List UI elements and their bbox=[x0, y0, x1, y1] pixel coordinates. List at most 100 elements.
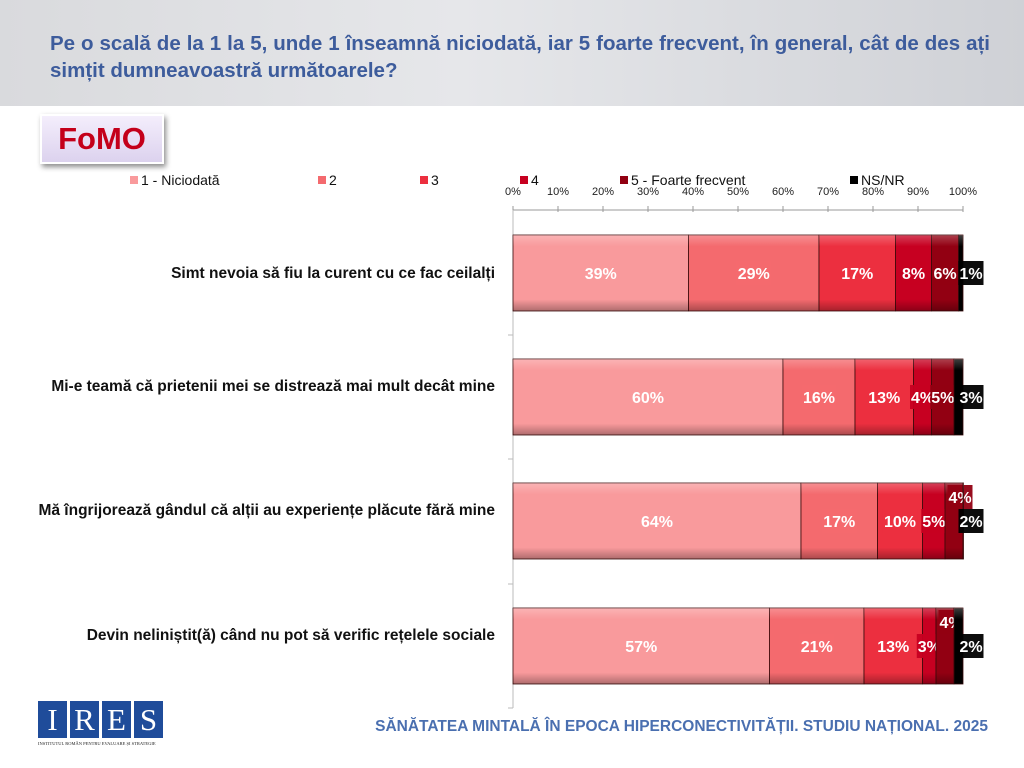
data-label-bg bbox=[947, 485, 973, 509]
x-tick-label: 50% bbox=[726, 186, 750, 198]
badge-label: FoMO bbox=[58, 121, 146, 156]
legend-swatch bbox=[850, 176, 858, 184]
bar-segment bbox=[953, 607, 964, 685]
x-tick-label: 10% bbox=[546, 186, 570, 198]
bar-segment bbox=[512, 234, 689, 312]
x-tick-label: 40% bbox=[681, 186, 705, 198]
bar-bevel bbox=[931, 235, 959, 311]
bar-bevel bbox=[855, 359, 914, 435]
bar-bevel bbox=[819, 235, 896, 311]
bar-bevel bbox=[513, 359, 783, 435]
legend-swatch bbox=[520, 176, 528, 184]
data-label-bg bbox=[882, 509, 918, 533]
bar-segment bbox=[769, 607, 865, 685]
bar-segment bbox=[863, 607, 923, 685]
bar-bevel bbox=[954, 608, 963, 684]
legend-label: 4 bbox=[531, 172, 539, 188]
bar-segment bbox=[895, 234, 932, 312]
data-label-bg bbox=[932, 261, 958, 285]
bar-bevel bbox=[513, 235, 689, 311]
data-label: 29% bbox=[738, 266, 770, 283]
bar-segment bbox=[512, 607, 770, 685]
data-label-bg bbox=[639, 509, 675, 533]
data-label-bg bbox=[930, 385, 956, 409]
header-band: Pe o scală de la 1 la 5, unde 1 înseamnă… bbox=[0, 0, 1024, 106]
category-label: Mi-e teamă că prietenii mei se distrează… bbox=[51, 378, 495, 395]
data-label-bg bbox=[875, 634, 911, 658]
bar-bevel bbox=[913, 359, 932, 435]
legend-item: NS/NR bbox=[850, 172, 905, 188]
data-label-bg bbox=[910, 385, 935, 409]
footer-title: SĂNĂTATEA MINTALĂ ÎN EPOCA HIPERCONECTIV… bbox=[375, 718, 988, 735]
bar-segment bbox=[800, 482, 878, 560]
data-label-bg bbox=[630, 385, 666, 409]
data-label: 3% bbox=[918, 639, 941, 656]
legend-swatch bbox=[620, 176, 628, 184]
legend-item: 2 bbox=[318, 172, 337, 188]
bar-segment bbox=[953, 358, 964, 436]
bar-segment bbox=[922, 482, 946, 560]
legend-label: 2 bbox=[329, 172, 337, 188]
bar-bevel bbox=[513, 608, 770, 684]
data-label: 16% bbox=[803, 390, 835, 407]
x-tick-label: 90% bbox=[906, 186, 930, 198]
x-tick-label: 70% bbox=[816, 186, 840, 198]
data-label: 1% bbox=[959, 266, 982, 283]
x-tick-label: 100% bbox=[948, 186, 978, 198]
legend-item: 1 - Niciodată bbox=[130, 172, 220, 188]
logo-letter: S bbox=[134, 701, 163, 738]
data-label: 4% bbox=[948, 490, 971, 507]
legend-swatch bbox=[420, 176, 428, 184]
bar-bevel bbox=[513, 483, 801, 559]
bar-bevel bbox=[688, 235, 819, 311]
bar-bevel bbox=[963, 483, 964, 559]
category-label: Simt nevoia să fiu la curent cu ce fac c… bbox=[171, 264, 495, 282]
bar-segment bbox=[931, 358, 955, 436]
data-label-bg bbox=[821, 509, 857, 533]
bar-segment bbox=[913, 358, 932, 436]
legend-swatch bbox=[318, 176, 326, 184]
bar-segment bbox=[854, 358, 914, 436]
data-label-bg bbox=[921, 509, 947, 533]
bar-bevel bbox=[954, 359, 963, 435]
data-label: 64% bbox=[641, 514, 673, 531]
category-label: Mă îngrijorează gândul că alții au exper… bbox=[38, 502, 495, 519]
bar-segment bbox=[818, 234, 896, 312]
bar-segment bbox=[877, 482, 923, 560]
data-label-bg bbox=[916, 634, 942, 658]
data-label: 10% bbox=[884, 514, 916, 531]
bar-segment bbox=[931, 234, 959, 312]
x-tick-label: 30% bbox=[636, 186, 660, 198]
legend-swatch bbox=[130, 176, 138, 184]
bar-segment bbox=[958, 234, 964, 312]
data-label: 17% bbox=[841, 266, 873, 283]
bar-bevel bbox=[922, 483, 945, 559]
data-label-bg bbox=[901, 261, 926, 285]
bar-segment bbox=[944, 482, 964, 560]
bar-bevel bbox=[769, 608, 864, 684]
data-label: 4% bbox=[911, 390, 934, 407]
data-label: 6% bbox=[933, 266, 956, 283]
logo-letter: E bbox=[102, 701, 131, 738]
bar-bevel bbox=[783, 359, 855, 435]
logo-subtitle: INSTITUTUL ROMÂN PENTRU EVALUARE ȘI STRA… bbox=[38, 741, 156, 746]
data-label-bg bbox=[958, 385, 984, 409]
data-label-bg bbox=[799, 634, 835, 658]
bar-bevel bbox=[801, 483, 878, 559]
bar-bevel bbox=[931, 359, 954, 435]
bar-segment bbox=[922, 607, 937, 685]
data-label: 39% bbox=[585, 266, 617, 283]
bar-bevel bbox=[864, 608, 923, 684]
data-label: 2% bbox=[959, 639, 982, 656]
data-label-bg bbox=[623, 634, 659, 658]
question-title: Pe o scală de la 1 la 5, unde 1 înseamnă… bbox=[50, 32, 990, 82]
legend-item: 5 - Foarte frecvent bbox=[620, 172, 745, 188]
legend-label: 1 - Niciodată bbox=[141, 172, 220, 188]
data-label-bg bbox=[938, 610, 964, 634]
bar-bevel bbox=[936, 608, 954, 684]
x-tick-label: 20% bbox=[591, 186, 615, 198]
bar-segment bbox=[782, 358, 856, 436]
legend-item: 4 bbox=[520, 172, 539, 188]
data-label: 3% bbox=[959, 390, 982, 407]
